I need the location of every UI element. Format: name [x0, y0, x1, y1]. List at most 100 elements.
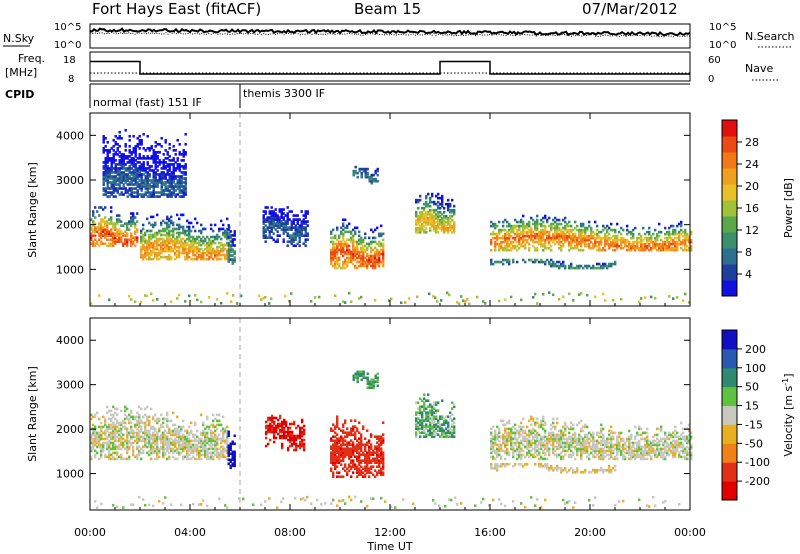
heatmap-cell [524, 242, 527, 246]
heatmap-cell [268, 216, 271, 219]
heatmap-cell [118, 175, 121, 178]
heatmap-cell [98, 234, 101, 237]
heatmap-cell [556, 234, 559, 238]
heatmap-cell [100, 236, 103, 239]
heatmap-cell [352, 459, 355, 462]
heatmap-cell [134, 417, 137, 421]
heatmap-cell [290, 234, 293, 237]
heatmap-cell [431, 405, 434, 408]
heatmap-cell [132, 159, 135, 162]
heatmap-cell [664, 248, 667, 252]
heatmap-cell [227, 256, 230, 259]
heatmap-cell [542, 238, 545, 242]
heatmap-cell [178, 167, 181, 170]
heatmap-cell [433, 433, 436, 436]
heatmap-cell [278, 222, 281, 225]
heatmap-cell [136, 136, 139, 140]
heatmap-cell [560, 240, 563, 244]
heatmap-cell [168, 455, 171, 459]
heatmap-cell [334, 467, 337, 470]
heatmap-cell [142, 243, 145, 247]
heatmap-cell [356, 445, 359, 448]
heatmap-cell [544, 230, 547, 234]
heatmap-cell [624, 240, 627, 244]
heatmap-cell [354, 437, 357, 440]
heatmap-cell [550, 248, 553, 252]
heatmap-cell [370, 471, 373, 474]
heatmap-cell [306, 234, 309, 237]
heatmap-cell [506, 244, 509, 248]
heatmap-cell [417, 222, 420, 226]
nsky-trace [89, 27, 691, 38]
heatmap-cell [508, 248, 511, 252]
heatmap-cell [140, 407, 143, 411]
heatmap-cell [120, 173, 123, 176]
heatmap-cell [340, 244, 343, 248]
heatmap-cell [168, 225, 171, 229]
heatmap-cell [136, 439, 139, 443]
heatmap-cell [354, 374, 357, 378]
power-heatmap [90, 128, 693, 306]
heatmap-cell [564, 266, 567, 270]
heatmap-cell [188, 457, 191, 461]
heatmap-cell [154, 183, 157, 186]
heatmap-cell [112, 179, 115, 182]
heatmap-cell [126, 238, 129, 241]
heatmap-cell [229, 444, 232, 448]
heatmap-cell [106, 427, 109, 431]
heatmap-cell [498, 230, 501, 234]
heatmap-cell [114, 222, 117, 225]
heatmap-cell [421, 425, 424, 428]
heatmap-cell [342, 459, 345, 462]
heatmap-cell [100, 218, 103, 221]
heatmap-cell [184, 163, 187, 166]
heatmap-cell [350, 467, 353, 470]
heatmap-cell [164, 229, 167, 233]
heatmap-cell [176, 165, 179, 168]
heatmap-cell [134, 175, 137, 178]
heatmap-cell [453, 231, 456, 234]
heatmap-cell [370, 445, 373, 448]
heatmap-cell [415, 218, 418, 222]
heatmap-cell [208, 437, 211, 441]
heatmap-cell [674, 232, 677, 236]
heatmap-cell [356, 376, 359, 380]
heatmap-cell [148, 191, 151, 194]
heatmap-cell [226, 445, 229, 449]
heatmap-cell [184, 300, 187, 303]
heatmap-cell [626, 232, 629, 236]
heatmap-cell [112, 427, 115, 431]
heatmap-cell [419, 427, 422, 430]
heatmap-cell [580, 228, 583, 232]
heatmap-cell [378, 252, 381, 256]
heatmap-cell [423, 419, 426, 422]
heatmap-cell [92, 431, 95, 435]
heatmap-cell [184, 187, 187, 190]
heatmap-cell [421, 405, 424, 408]
heatmap-cell [433, 224, 436, 228]
heatmap-cell [90, 455, 93, 459]
heatmap-cell [340, 242, 343, 246]
heatmap-cell [190, 221, 193, 225]
heatmap-cell [340, 252, 343, 256]
heatmap-cell [433, 202, 436, 206]
heatmap-cell [348, 465, 351, 468]
heatmap-cell [120, 409, 123, 413]
heatmap-cell [490, 248, 493, 252]
heatmap-cell [216, 451, 219, 455]
heatmap-cell [540, 224, 543, 228]
heatmap-cell [130, 234, 133, 237]
heatmap-cell [226, 253, 229, 257]
heatmap-cell [417, 218, 420, 222]
heatmap-cell [172, 159, 175, 162]
heatmap-cell [208, 257, 211, 261]
heatmap-cell [332, 248, 335, 252]
heatmap-cell [178, 453, 181, 457]
heatmap-cell [267, 426, 270, 430]
heatmap-cell [120, 165, 123, 168]
heatmap-cell [451, 218, 454, 222]
heatmap-cell [358, 469, 361, 472]
heatmap-cell [188, 229, 191, 233]
heatmap-cell [156, 421, 159, 425]
heatmap-cell [198, 247, 201, 251]
